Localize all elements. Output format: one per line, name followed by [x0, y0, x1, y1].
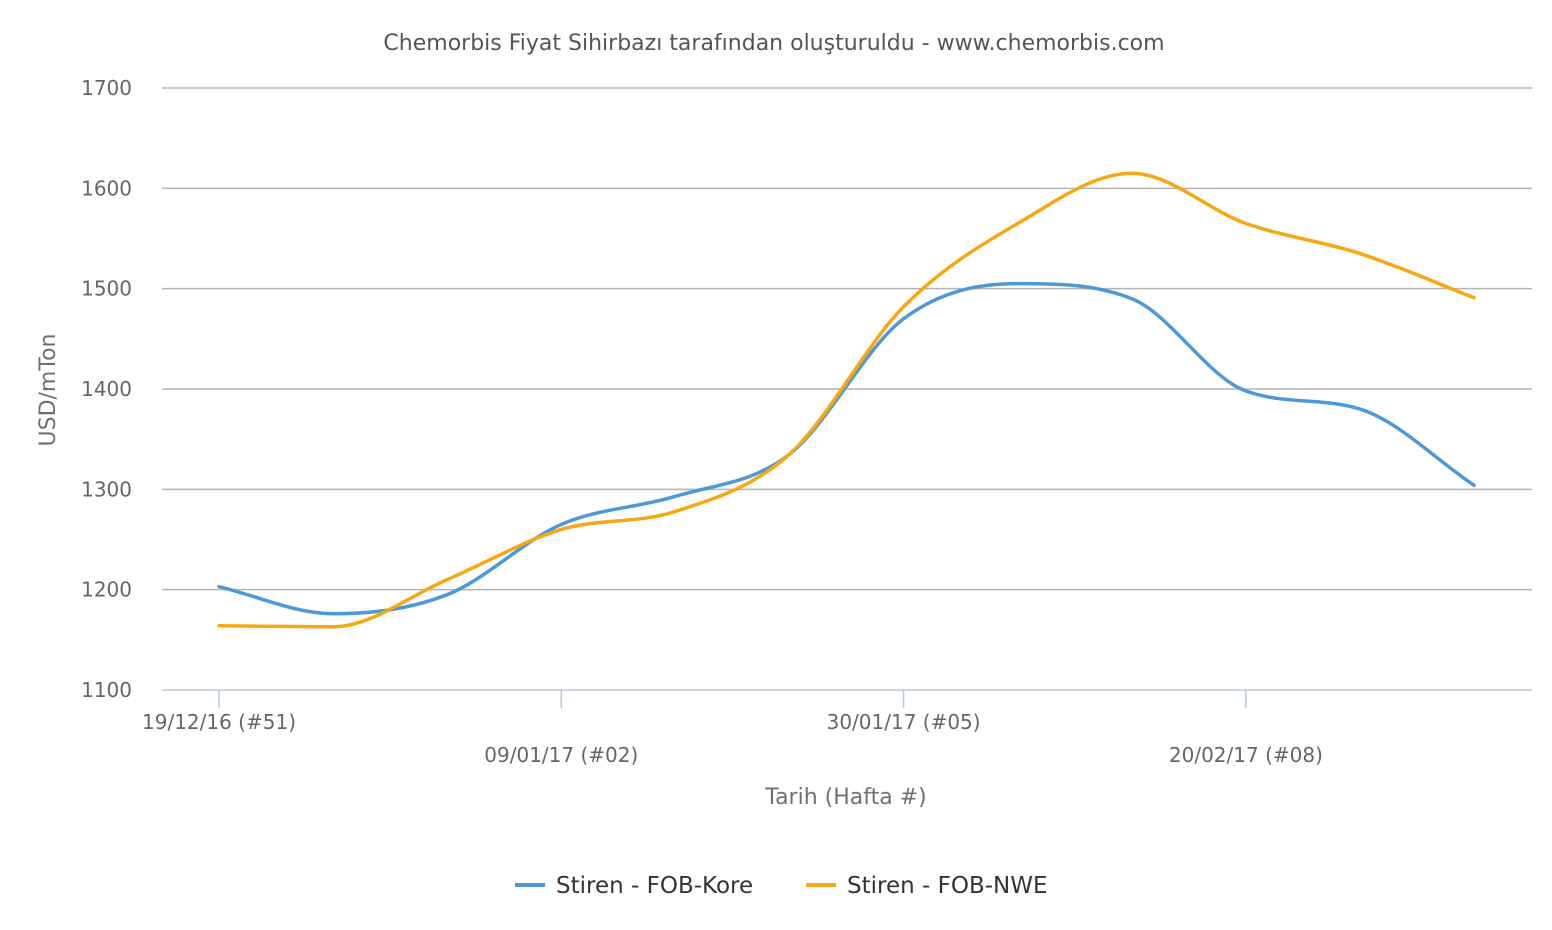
y-tick-label: 1500	[81, 277, 132, 301]
legend-item-label: Stiren - FOB-NWE	[847, 873, 1048, 899]
x-tick-label: 20/02/17 (#08)	[1169, 743, 1323, 767]
y-tick-label: 1600	[81, 176, 132, 200]
series-lines	[217, 171, 1476, 629]
grid-lines	[162, 87, 1532, 591]
series-line-1	[217, 281, 1476, 616]
y-axis-title: USD/mTon	[36, 334, 61, 447]
y-tick-label: 1700	[81, 76, 132, 100]
chart-title: Chemorbis Fiyat Sihirbazı tarafından olu…	[383, 31, 1164, 56]
x-axis-title: Tarih (Hafta #)	[764, 785, 926, 810]
y-tick-label: 1200	[81, 578, 132, 602]
series-line-2	[217, 171, 1476, 629]
x-tick-label: 09/01/17 (#02)	[484, 743, 638, 767]
x-axis-ticks: 19/12/16 (#51) 09/01/17 (#02) 30/01/17 (#0…	[142, 690, 1323, 767]
y-tick-label: 1300	[81, 477, 132, 501]
x-tick-label: 30/01/17 (#05)	[827, 710, 981, 734]
y-tick-label: 1100	[81, 678, 132, 702]
y-axis-ticks: 1100 1200 1300 1400 1500 1600 1700	[81, 76, 132, 702]
legend-item-label: Stiren - FOB-Kore	[556, 873, 753, 899]
legend: Stiren - FOB-Kore Stiren - FOB-NWE	[515, 873, 1048, 899]
y-tick-label: 1400	[81, 377, 132, 401]
x-tick-label: 19/12/16 (#51)	[142, 710, 296, 734]
